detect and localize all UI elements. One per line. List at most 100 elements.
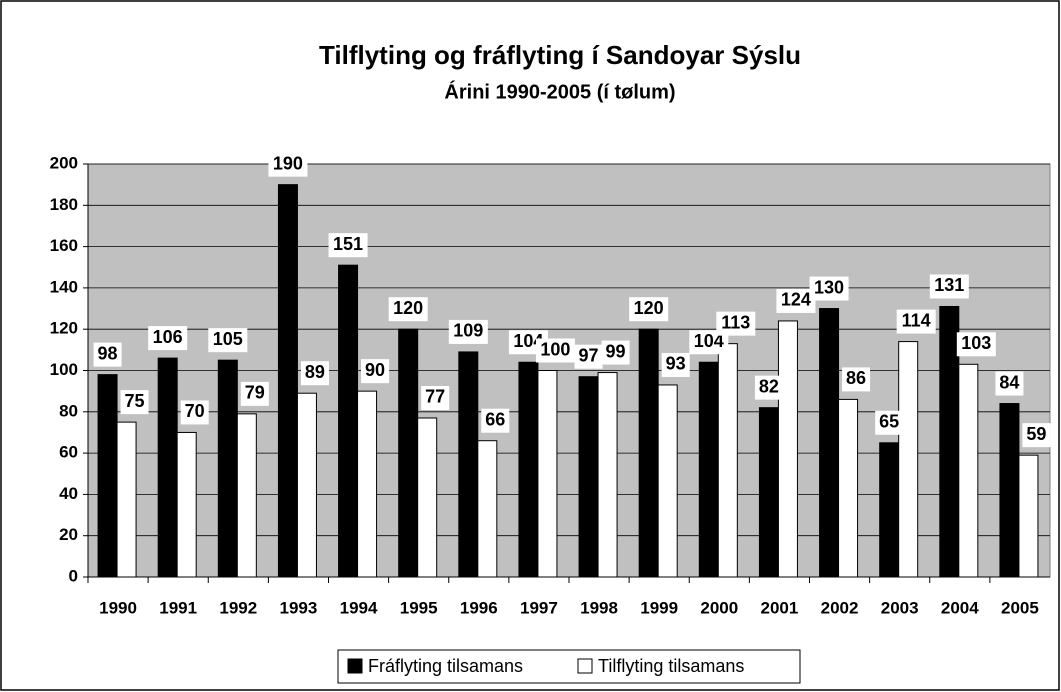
bar [338, 264, 359, 578]
chart-title: Tilflyting og fráflyting í Sandoyar Sýsl… [319, 40, 801, 70]
data-label: 104 [694, 331, 724, 351]
data-label-bg [535, 338, 575, 363]
data-label: 103 [961, 333, 991, 353]
bar [236, 413, 257, 578]
data-label: 89 [305, 362, 325, 382]
x-tick-label: 1999 [640, 598, 678, 617]
bar [879, 442, 900, 578]
x-tick-label: 1993 [280, 598, 318, 617]
x-tick-label: 1990 [99, 598, 137, 617]
y-tick-label: 200 [50, 153, 78, 172]
bar [657, 384, 678, 578]
data-label: 70 [185, 401, 205, 421]
bar [698, 361, 719, 578]
data-label-bg [956, 332, 996, 357]
bar [1018, 454, 1039, 578]
x-tick-label: 2004 [941, 598, 979, 617]
data-label-bg [421, 385, 450, 410]
bar [939, 305, 960, 578]
data-label: 100 [540, 339, 570, 359]
data-label: 97 [579, 345, 599, 365]
data-label: 114 [902, 310, 931, 330]
bar [999, 403, 1020, 578]
bar [717, 343, 738, 578]
data-label-bg [388, 297, 428, 322]
data-label-bg [328, 233, 368, 258]
data-label-bg [120, 390, 149, 415]
legend-swatch [347, 658, 363, 674]
chart-subtitle: Árini 1990-2005 (í tølum) [444, 80, 675, 103]
data-label-bg [240, 381, 269, 406]
data-label: 105 [213, 329, 243, 349]
bar [518, 361, 539, 578]
data-label: 120 [393, 298, 423, 318]
data-label-bg [629, 297, 669, 322]
data-label-bg [300, 361, 329, 386]
y-tick-label: 100 [50, 360, 78, 379]
x-tick-label: 1998 [580, 598, 618, 617]
data-label-bg [1022, 423, 1051, 448]
data-label-bg [148, 326, 188, 351]
data-label: 79 [245, 383, 265, 403]
data-label-bg [208, 328, 248, 353]
data-label-bg [809, 276, 849, 301]
bar [777, 320, 798, 578]
bar [116, 421, 137, 578]
bar [537, 370, 558, 578]
data-label: 99 [606, 341, 626, 361]
data-label-bg [448, 319, 488, 344]
y-tick-label: 80 [59, 401, 78, 420]
y-tick-label: 180 [50, 195, 78, 214]
legend-box [337, 649, 801, 684]
bar [357, 390, 378, 578]
y-tick-label: 0 [69, 566, 78, 585]
x-tick-label: 1996 [460, 598, 498, 617]
data-label: 120 [634, 298, 664, 318]
x-tick-label: 1997 [520, 598, 558, 617]
data-label-bg [716, 311, 756, 336]
bar [958, 363, 979, 578]
data-label-bg [93, 342, 122, 367]
data-label-bg [180, 400, 209, 425]
data-label-bg [754, 375, 783, 400]
bar [417, 417, 438, 578]
data-label: 190 [273, 153, 303, 173]
data-label-bg [842, 367, 871, 392]
y-tick-label: 140 [50, 277, 78, 296]
data-label: 77 [425, 387, 445, 407]
legend-label: Tilflyting tilsamans [598, 656, 744, 676]
data-label: 113 [721, 312, 750, 332]
data-label: 86 [846, 368, 866, 388]
bar [898, 341, 919, 578]
data-label-bg [875, 410, 904, 435]
y-tick-label: 60 [59, 443, 78, 462]
data-label-bg [776, 288, 816, 313]
data-label: 106 [153, 327, 183, 347]
bar [758, 407, 779, 578]
data-label: 124 [781, 290, 811, 310]
x-tick-label: 2001 [761, 598, 799, 617]
data-label-bg [601, 340, 630, 365]
data-label: 65 [879, 412, 899, 432]
bar [458, 351, 479, 578]
data-label-bg [481, 408, 510, 433]
data-label: 130 [814, 277, 844, 297]
data-label: 93 [666, 354, 686, 374]
bar [157, 357, 178, 578]
x-tick-label: 2005 [1001, 598, 1039, 617]
bar [296, 392, 317, 578]
bar [597, 372, 618, 578]
data-label-bg [661, 352, 690, 377]
data-label: 109 [453, 321, 483, 341]
bar [277, 184, 298, 578]
bar [217, 359, 238, 578]
bar [819, 308, 840, 578]
bar [97, 374, 118, 578]
x-tick-label: 2003 [881, 598, 919, 617]
x-tick-label: 1992 [219, 598, 257, 617]
data-label: 82 [759, 376, 779, 396]
x-tick-label: 1995 [400, 598, 438, 617]
y-tick-label: 40 [59, 484, 78, 503]
bar [578, 376, 599, 578]
